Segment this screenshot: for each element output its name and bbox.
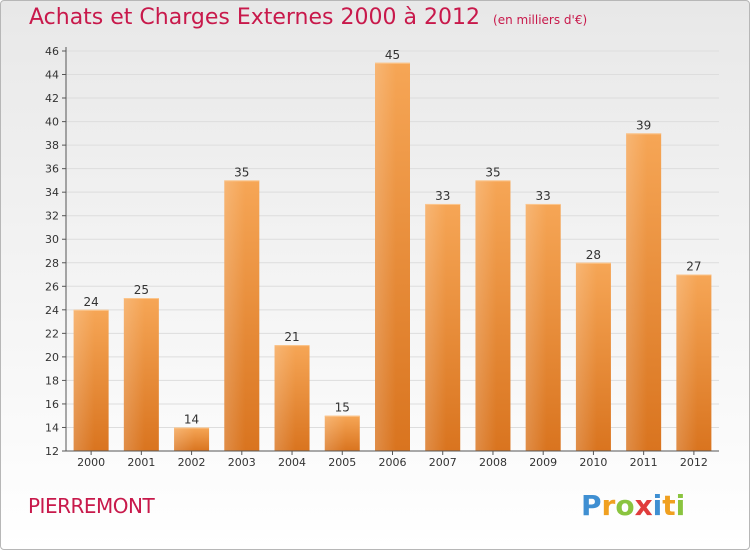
- x-tick-label: 2009: [529, 456, 557, 469]
- x-tick-label: 2003: [228, 456, 256, 469]
- bar-highlight: [274, 345, 310, 451]
- bar-highlight: [575, 262, 611, 451]
- bar-highlight: [676, 274, 712, 451]
- y-tick-label: 16: [45, 398, 59, 411]
- data-label: 39: [636, 118, 651, 132]
- data-label: 28: [586, 248, 601, 262]
- x-tick-label: 2004: [278, 456, 306, 469]
- y-tick-label: 30: [45, 233, 59, 246]
- y-tick-label: 44: [45, 69, 59, 82]
- y-tick-label: 26: [45, 280, 59, 293]
- commune-name: PIERREMONT: [28, 494, 155, 518]
- y-tick-label: 20: [45, 351, 59, 364]
- x-tick-label: 2007: [429, 456, 457, 469]
- logo-letter: i: [652, 489, 663, 522]
- data-labels: 24 25 14 35 21 15 45 33 35 33 28 39 27: [83, 48, 701, 427]
- bars: [73, 62, 712, 452]
- y-tick-label: 24: [45, 304, 59, 317]
- y-tick-label: 34: [45, 186, 59, 199]
- y-tick-label: 12: [45, 445, 59, 458]
- y-tick-label: 14: [45, 421, 59, 434]
- bar-highlight: [123, 298, 159, 451]
- bar-highlight: [525, 203, 561, 451]
- logo-letter: o: [615, 489, 635, 522]
- data-label: 27: [686, 260, 701, 274]
- data-label: 35: [234, 165, 249, 179]
- proxiti-logo: Proxiti: [581, 489, 685, 522]
- chart-unit-label: (en milliers d'€): [493, 13, 588, 27]
- x-tick-label: 2001: [127, 456, 155, 469]
- x-tick-label: 2005: [328, 456, 356, 469]
- bar-highlight: [425, 203, 461, 451]
- bar-highlight: [73, 309, 109, 451]
- logo-letter: r: [601, 489, 616, 522]
- y-tick-label: 46: [45, 45, 59, 58]
- x-tick-label: 2010: [579, 456, 607, 469]
- y-tick-label: 28: [45, 257, 59, 270]
- x-tick-label: 2008: [479, 456, 507, 469]
- data-label: 14: [184, 412, 199, 426]
- logo-letter: t: [662, 489, 676, 522]
- logo-letter: i: [675, 489, 686, 522]
- bar-highlight: [626, 133, 662, 451]
- bar-highlight: [475, 180, 511, 452]
- y-tick-label: 42: [45, 92, 59, 105]
- x-tick-label: 2006: [379, 456, 407, 469]
- chart-title-text: Achats et Charges Externes 2000 à 2012: [29, 5, 480, 30]
- y-tick-label: 38: [45, 139, 59, 152]
- x-tick-label: 2012: [680, 456, 708, 469]
- y-tick-label: 32: [45, 210, 59, 223]
- logo-letter: P: [581, 489, 602, 522]
- x-tick-label: 2011: [630, 456, 658, 469]
- bar-highlight: [224, 180, 260, 452]
- x-tick-label: 2002: [178, 456, 206, 469]
- data-label: 33: [435, 189, 450, 203]
- y-tick-label: 36: [45, 163, 59, 176]
- data-label: 15: [335, 401, 350, 415]
- data-label: 35: [485, 165, 500, 179]
- bar-highlight: [174, 427, 210, 451]
- bar-highlight: [324, 415, 360, 451]
- axes: 12 14 16 18 20 22 24 26 28 30 32 34 36 38 40 42 44 46 2000…: [45, 45, 719, 469]
- data-label: 21: [284, 330, 299, 344]
- data-label: 33: [536, 189, 551, 203]
- x-tick-label: 2000: [77, 456, 105, 469]
- y-tick-label: 22: [45, 327, 59, 340]
- data-label: 25: [134, 283, 149, 297]
- bar-highlight: [375, 62, 410, 451]
- y-tick-label: 18: [45, 374, 59, 387]
- chart-title: Achats et Charges Externes 2000 à 2012 (…: [29, 5, 587, 30]
- y-tick-label: 40: [45, 116, 59, 129]
- data-label: 24: [83, 295, 98, 309]
- logo-letter: x: [634, 489, 653, 522]
- data-label: 45: [385, 48, 400, 62]
